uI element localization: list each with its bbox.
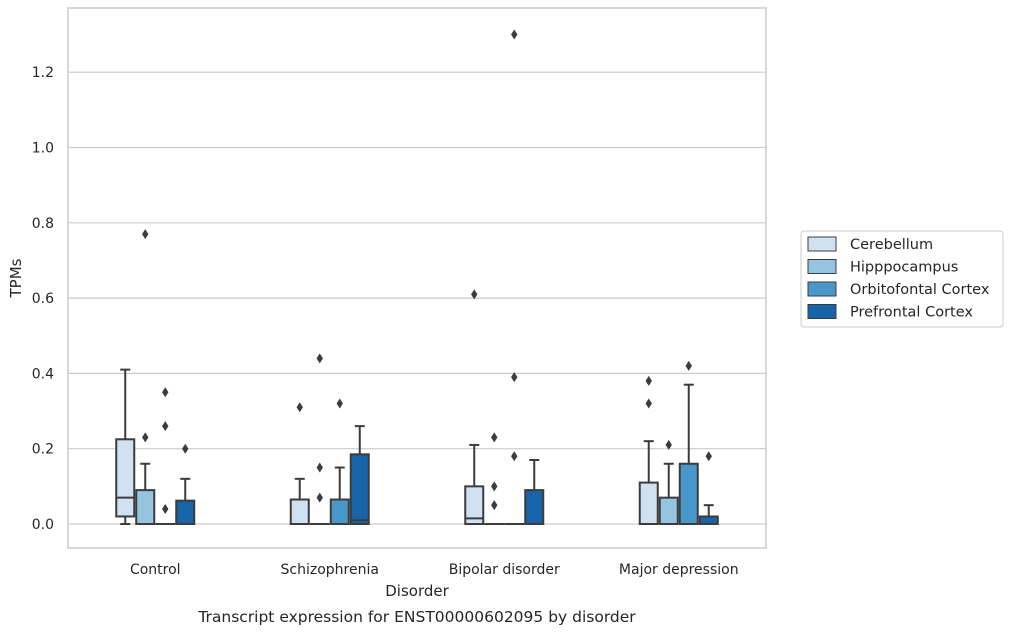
box-group [289,402,310,525]
x-axis-label: Disorder [385,582,449,600]
box [329,498,350,525]
legend-label: Orbitofontal Cortex [850,282,990,298]
x-tick-label: Major depression [619,562,739,578]
y-tick-label: 1.2 [32,65,54,81]
y-tick-label: 0.0 [32,517,54,533]
plot-frame [67,7,767,549]
outlier-point [511,29,518,40]
box [658,496,679,525]
legend-label: Hipppocampus [850,260,958,276]
y-axis-label: TPMs [7,258,25,298]
outlier-point [491,432,498,443]
legend-label: Prefrontal Cortex [850,305,973,321]
box-group [135,229,156,525]
outlier-point [665,439,672,450]
outlier-point [162,421,169,432]
legend: Cerebellum Hipppocampus Orbitofontal Corte… [800,230,1004,328]
box [698,515,719,525]
box-group [329,398,350,525]
box-group [678,360,699,526]
x-tick-label: Schizophrenia [281,562,379,578]
box-group [524,458,545,525]
outlier-point [142,432,149,443]
outlier-point [182,443,189,454]
legend-swatch [807,304,837,319]
x-tick-label: Bipolar disorder [449,562,560,578]
outlier-point [162,387,169,398]
box [524,489,545,525]
box [464,485,485,526]
box-group [464,289,485,526]
outlier-point [296,402,303,413]
box-group [504,29,525,526]
legend-swatch [807,236,837,252]
y-tick-label: 0.6 [32,291,54,307]
outlier-point [491,500,498,511]
y-tick-label: 0.2 [32,442,54,458]
outlier-point [491,481,498,492]
y-tick-label: 0.4 [32,366,54,382]
x-tick-labels: Control Schizophrenia Bipolar disorder Majo… [130,562,739,578]
box-group [175,443,196,526]
outlier-point [645,375,652,386]
outlier-point [511,451,518,462]
box-group [349,425,370,525]
plot-background [68,8,766,548]
box-group [484,432,505,526]
box-group [309,353,330,526]
outlier-point [511,372,518,383]
box [135,489,156,525]
x-tick-label: Control [130,562,181,578]
legend-label: Cerebellum [850,237,933,253]
chart-caption: Transcript expression for ENST0000060209… [197,608,636,626]
legend-frame [800,230,1004,328]
outlier-point [162,503,169,514]
box [638,481,659,525]
outlier-point [316,492,323,503]
y-tick-label: 0.8 [32,216,54,232]
outlier-point [336,398,343,409]
box [678,462,699,526]
outlier-point [705,451,712,462]
outlier-point [142,229,149,240]
box-plots [115,29,719,526]
y-tick-label: 1.0 [32,141,54,157]
outlier-point [471,289,478,300]
y-tick-labels: 0.0 0.2 0.4 0.6 0.8 1.0 1.2 [32,65,54,533]
outlier-point [316,462,323,473]
box [115,438,136,518]
outlier-point [316,353,323,364]
box-group [115,368,136,525]
box-group [638,375,659,525]
box-group [658,439,679,525]
box-group [698,451,719,525]
box [349,453,370,525]
box [289,498,310,525]
legend-swatch [807,259,837,274]
outlier-point [685,360,692,371]
box [175,499,196,526]
box-group [155,387,176,526]
legend-swatch [807,281,837,297]
outlier-point [645,398,652,409]
